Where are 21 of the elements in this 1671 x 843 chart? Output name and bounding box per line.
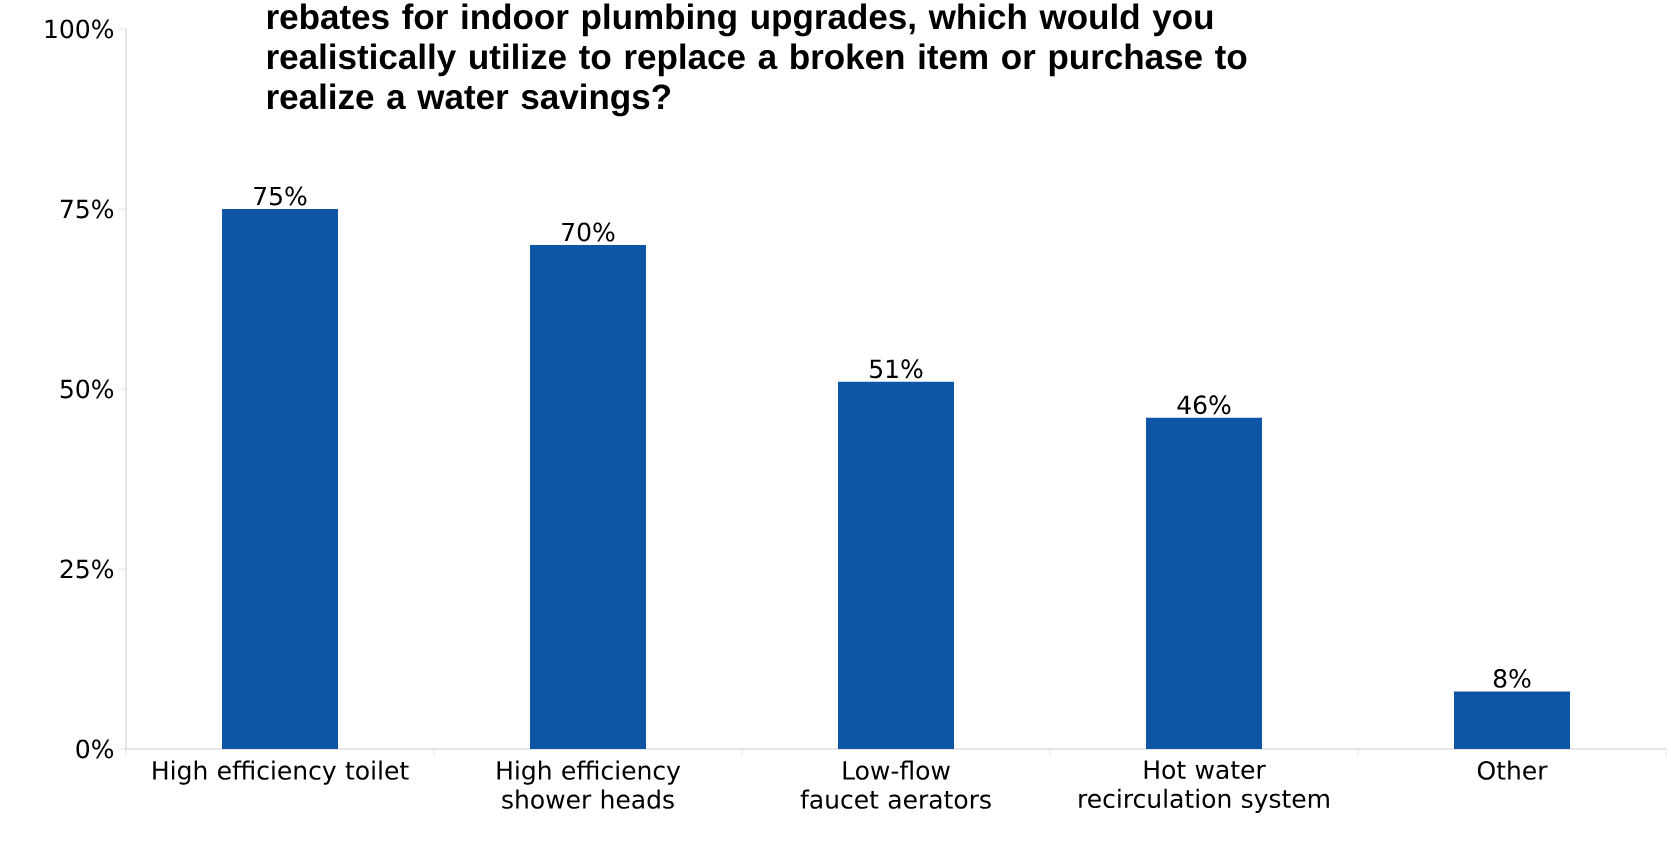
y-tick-label: 75% [60,199,114,219]
x-tick-label: Other [1477,760,1548,780]
y-tick-label: 100% [45,19,114,39]
bar [1454,691,1570,749]
data-label: 51% [870,359,923,379]
x-tick-label: Hot water recirculation system [1079,760,1329,813]
bar [838,381,955,749]
bar [222,208,339,749]
y-tick-label: 25% [60,559,114,579]
data-label: 8% [1493,668,1531,688]
data-label: 70% [562,222,615,242]
chart-title: rebates for indoor plumbing upgrades, which would you realistically utilize to replace a broken item or purchase to realize a water savings? [267,3,1247,117]
y-tick-label: 50% [60,379,114,399]
x-tick-label: Low-flow faucet aerators [800,760,991,809]
x-tick-label: High efficiency shower heads [497,760,681,809]
data-label: 75% [254,186,307,206]
data-label: 46% [1177,395,1231,415]
bar [1146,417,1262,749]
bar [530,244,647,749]
y-tick-label: 0% [76,739,114,759]
x-tick-label: High efficiency toilet [153,760,409,785]
